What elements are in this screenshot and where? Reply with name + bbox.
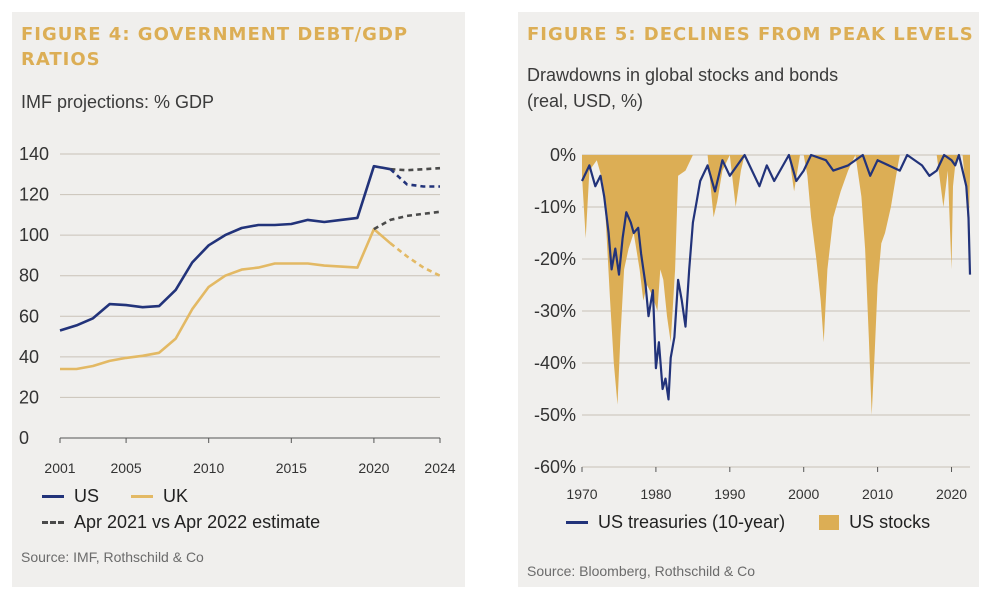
figure-4-source: Source: IMF, Rothschild & Co bbox=[21, 549, 204, 565]
figure-4-y-tick-label: 120 bbox=[19, 185, 49, 205]
figure-5-chart: 0% -10% -20% -30% -40% -50% -60% 1970 1980 1990 20… bbox=[534, 145, 972, 502]
uk-estimate-line bbox=[389, 242, 441, 277]
figure-5-y-tick-label: -30% bbox=[534, 301, 576, 321]
figure-4-y-tick-label: 140 bbox=[19, 144, 49, 164]
figure-5-source: Source: Bloomberg, Rothschild & Co bbox=[527, 563, 755, 579]
figure-5-x-tick-label: 1980 bbox=[640, 486, 671, 502]
prior-estimate-line bbox=[373, 210, 441, 231]
us-line bbox=[59, 164, 391, 332]
figure-4-y-tick-label: 60 bbox=[19, 306, 39, 326]
figure-4-y-tick-label: 40 bbox=[19, 347, 39, 367]
figure-5-x-tick-label: 2020 bbox=[936, 486, 967, 502]
figure-5-x-tick-label: 2010 bbox=[862, 486, 893, 502]
figure-4-y-tick-label: 100 bbox=[19, 225, 49, 245]
uk-legend-label: UK bbox=[163, 486, 189, 506]
figure-4-x-tick-label: 2010 bbox=[193, 460, 224, 476]
figure-5-y-tick-label: -50% bbox=[534, 405, 576, 425]
us-treasuries-line bbox=[581, 153, 972, 401]
us-estimate-line bbox=[389, 168, 440, 188]
figure-5-title: FIGURE 5: DECLINES FROM PEAK LEVELS bbox=[527, 24, 974, 45]
figure-5-subtitle-line-2: (real, USD, %) bbox=[527, 91, 644, 111]
treasuries-legend-label: US treasuries (10-year) bbox=[598, 512, 786, 532]
stocks-legend-swatch bbox=[819, 515, 840, 530]
figure-4-x-tick-label: 2005 bbox=[111, 460, 142, 476]
estimate-legend-swatch bbox=[42, 521, 64, 524]
figure-4-x-tick-label: 2020 bbox=[358, 460, 389, 476]
figure-5-legend: US treasuries (10-year) US stocks bbox=[566, 512, 930, 533]
figure-5-y-tick-label: -10% bbox=[534, 197, 576, 217]
figure-5-y-tick-label: -20% bbox=[534, 249, 576, 269]
figure-4-y-tick-label: 20 bbox=[19, 387, 39, 407]
figure-5-subtitle-line-1: Drawdowns in global stocks and bonds bbox=[527, 65, 839, 85]
figure-4-chart: 0 20 40 60 80 100 120 140 2001 2005 2010 2015 2020 20… bbox=[19, 144, 456, 476]
figure-4-y-tick-label: 80 bbox=[19, 266, 39, 286]
figure-5-y-tick-label: 0% bbox=[550, 145, 576, 165]
figure-4-x-tick-label: 2024 bbox=[424, 460, 455, 476]
us-legend-swatch bbox=[42, 495, 64, 498]
uk-legend-swatch bbox=[131, 495, 154, 498]
figure-5-y-tick-label: -60% bbox=[534, 457, 576, 477]
figure-5-x-tick-label: 1990 bbox=[714, 486, 745, 502]
us-stocks-area bbox=[582, 155, 970, 415]
figure-4-legend-row-2: Apr 2021 vs Apr 2022 estimate bbox=[42, 512, 320, 533]
figure-5-panel: FIGURE 5: DECLINES FROM PEAK LEVELS Draw… bbox=[518, 12, 979, 587]
prior-estimate-line bbox=[390, 166, 441, 172]
uk-line bbox=[60, 227, 392, 371]
figure-4-panel: FIGURE 4: GOVERNMENT DEBT/GDP RATIOS IMF… bbox=[12, 12, 465, 587]
figure-5-x-tick-label: 2000 bbox=[788, 486, 819, 502]
figure-4-legend-row-1: US UK bbox=[42, 486, 188, 507]
figure-5-x-tick-label: 1970 bbox=[566, 486, 597, 502]
estimate-legend-label: Apr 2021 vs Apr 2022 estimate bbox=[74, 512, 321, 532]
figure-4-x-tick-label: 2015 bbox=[276, 460, 307, 476]
treasuries-legend-swatch bbox=[566, 521, 588, 524]
figure-4-y-tick-label: 0 bbox=[19, 428, 29, 448]
us-legend-label: US bbox=[74, 486, 100, 506]
figure-5-y-tick-label: -40% bbox=[534, 353, 576, 373]
figure-4-x-tick-label: 2001 bbox=[44, 460, 75, 476]
figure-4-subtitle: IMF projections: % GDP bbox=[21, 92, 215, 112]
stocks-legend-label: US stocks bbox=[849, 512, 931, 532]
figure-4-title: FIGURE 4: GOVERNMENT DEBT/GDP RATIOS bbox=[21, 24, 409, 70]
